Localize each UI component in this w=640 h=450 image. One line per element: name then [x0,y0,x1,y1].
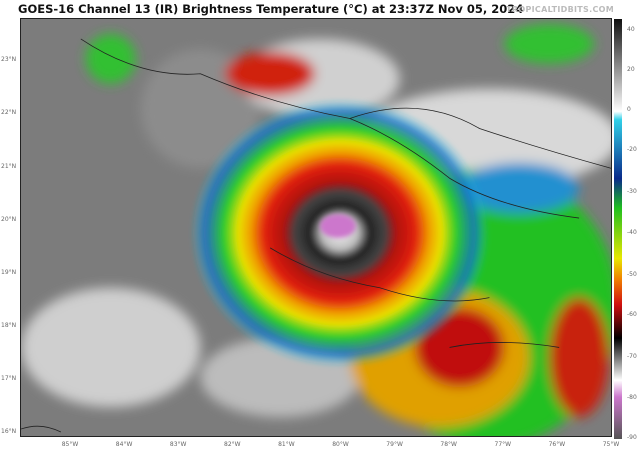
lat-label: 18°N [1,322,17,329]
brand-watermark: TROPICALTIDBITS.COM [506,5,614,14]
colorbar-label: -50 [627,271,637,278]
colorbar-label: 0 [627,106,631,113]
colorbar-label: -20 [627,146,637,153]
map-title: GOES-16 Channel 13 (IR) Brightness Tempe… [18,2,524,16]
lat-label: 16°N [1,428,17,435]
colorbar-label: -30 [627,188,637,195]
lat-label: 19°N [1,269,17,276]
lat-label: 21°N [1,163,17,170]
colorbar-label: 20 [627,66,635,73]
lat-label: 22°N [1,109,17,116]
lon-label: 78°W [440,441,457,448]
lon-label: 80°W [332,441,349,448]
lon-label: 76°W [548,441,566,448]
colorbar-label: -40 [627,229,637,236]
lon-label: 85°W [61,441,79,448]
lon-label: 79°W [386,441,403,448]
lon-label: 77°W [494,441,512,448]
lat-label: 20°N [1,216,17,223]
satellite-image [20,18,612,437]
lat-label: 17°N [1,375,17,382]
colorbar [614,19,622,439]
coldest-cloud-tops [319,214,356,238]
lon-label: 75°W [602,441,620,448]
colorbar-label: -70 [627,353,637,360]
lon-label: 84°W [115,441,133,448]
lon-label: 81°W [278,441,295,448]
lon-label: 82°W [224,441,241,448]
colorbar-label: -60 [627,311,637,318]
lon-label: 83°W [169,441,187,448]
colorbar-label: -80 [627,394,637,401]
lat-label: 23°N [1,56,17,63]
coastlines [21,38,611,433]
colorbar-label: 40 [627,26,635,33]
colorbar-label: -90 [627,434,637,441]
